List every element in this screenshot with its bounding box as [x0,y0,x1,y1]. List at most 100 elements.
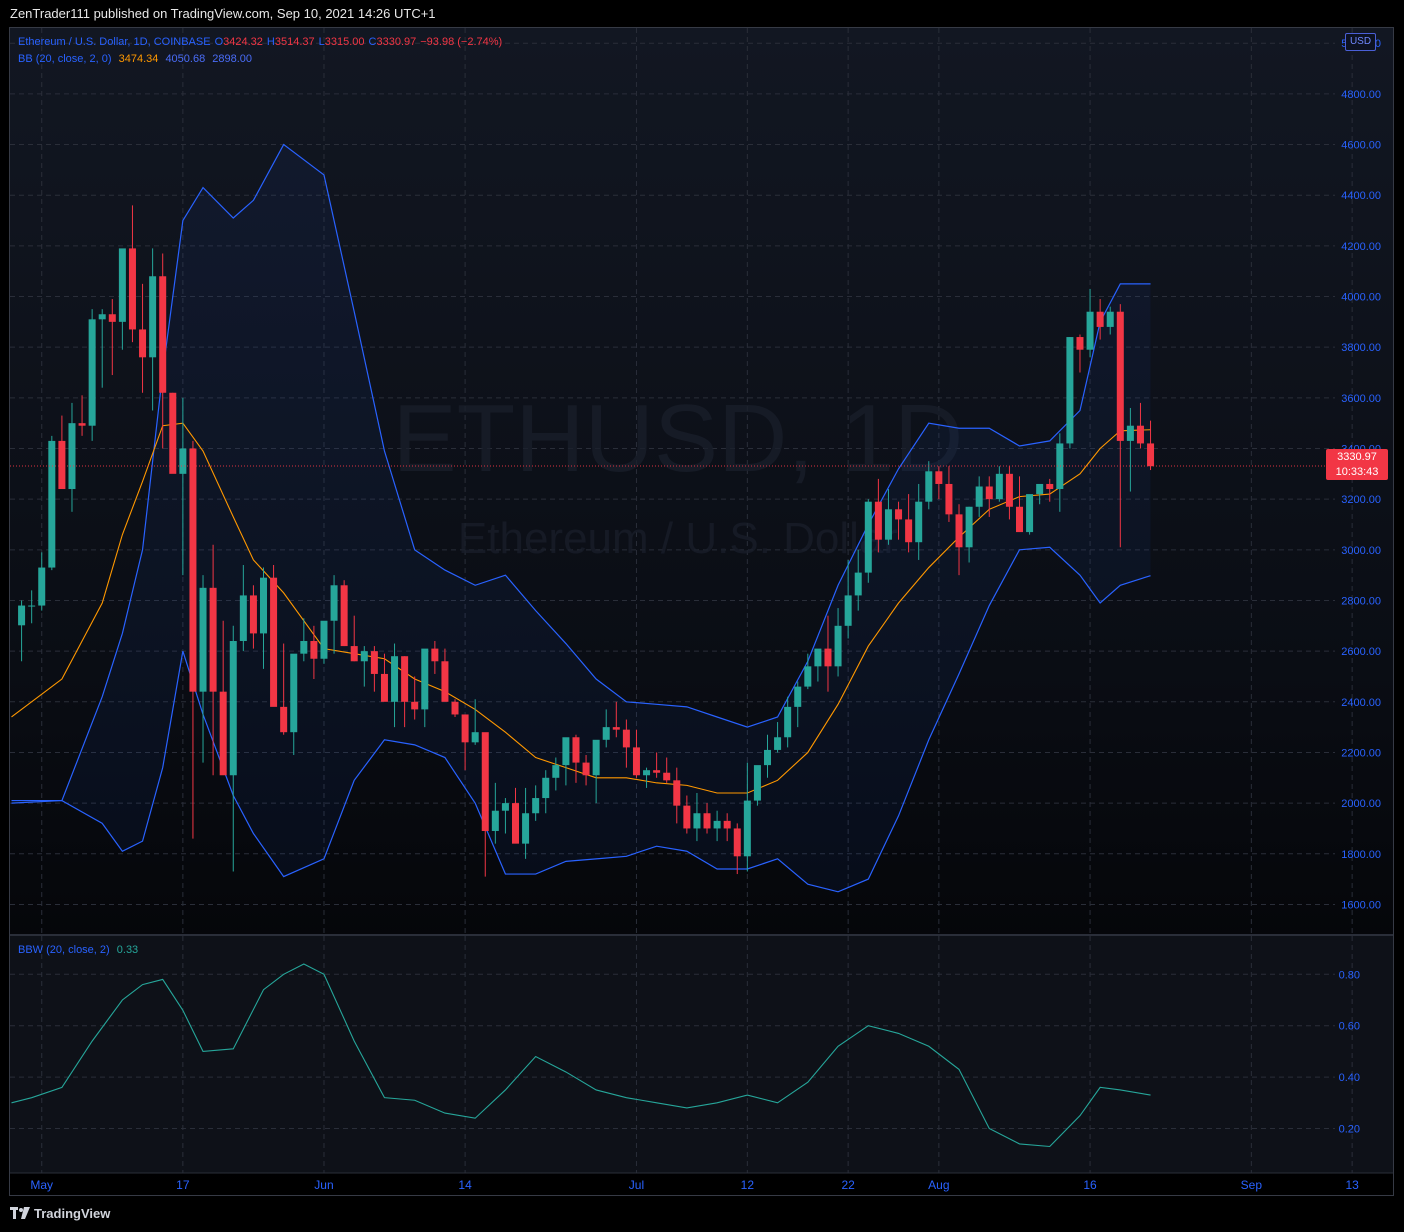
candle [1046,478,1054,502]
candle-body [421,648,429,710]
published-text: ZenTrader111 published on TradingView.co… [10,6,436,21]
price-tick-label: 2600.00 [1341,646,1381,658]
candle [965,506,973,563]
candle [209,544,217,776]
candle [290,653,298,755]
bb-legend[interactable]: BB (20, close, 2, 0) 3474.34 4050.68 289… [18,53,256,65]
candle [774,722,782,753]
time-tick-label: 22 [841,1178,855,1192]
open-value: 3424.32 [223,36,263,48]
candle-body [925,471,933,502]
candle-body [189,448,197,692]
candle-body [1116,311,1124,441]
candle-body [794,686,802,707]
candle [743,762,751,872]
bbw-tick-label: 0.60 [1339,1021,1360,1033]
candle-body [290,653,298,733]
candle-body [804,666,812,687]
candle-body [491,810,499,831]
candle-body [48,440,56,568]
symbol-legend[interactable]: Ethereum / U.S. Dollar, 1D, COINBASE O342… [18,36,506,48]
candle-body [814,648,822,667]
candle [350,615,358,662]
candle-body [441,661,449,702]
candle-body [229,641,237,776]
candle [431,641,439,674]
price-tick-label: 4400.00 [1341,190,1381,202]
candle-body [764,749,771,766]
watermark-name: Ethereum / U.S. Dollar [458,514,898,563]
candle-body [895,509,903,520]
candle-body [955,514,963,548]
candle [622,719,630,768]
candle [582,754,590,786]
candle-body [209,587,217,692]
candle [249,585,257,649]
candle-body [592,739,600,776]
candle [491,782,499,844]
time-tick-label: 16 [1083,1178,1097,1192]
candle [28,590,36,624]
candle-body [149,276,157,358]
candle [1096,299,1104,340]
bb-label: BB (20, close, 2, 0) [18,53,112,65]
publisher-header: ZenTrader111 published on TradingView.co… [0,0,1404,28]
candle-body [108,314,116,322]
axes: 1600.00 1800.00 2000.00 2200.00 2400.00 2600.… [30,38,1381,1192]
candle-body [1076,337,1084,350]
price-tick-label: 4200.00 [1341,241,1381,253]
watermark-symbol: ETHUSD, 1D [393,385,964,492]
candle-body [995,473,1003,500]
chart-canvas[interactable]: ETHUSD, 1D Ethereum / U.S. Dollar 1600.0… [10,28,1394,1196]
price-change: −93.98 (−2.74%) [420,36,503,48]
candle-body [945,483,953,515]
candle-body [713,820,721,829]
candle [441,648,449,702]
candle-body [219,691,227,776]
candle-body [653,770,661,773]
bbw-legend[interactable]: BBW (20, close, 2) 0.33 [18,944,142,956]
candle [239,565,247,652]
time-tick-label: 13 [1345,1178,1359,1192]
candle-body [632,747,640,776]
tradingview-footer[interactable]: TradingView [10,1206,110,1221]
time-tick-label: Sep [1241,1178,1263,1192]
candle-body [562,737,570,766]
candle [501,798,509,834]
candle [643,767,651,788]
chart-frame[interactable]: ETHUSD, 1D Ethereum / U.S. Dollar 1600.0… [9,27,1394,1196]
candle [411,676,419,720]
price-tick-label: 3800.00 [1341,342,1381,354]
candle [421,648,429,728]
candle-body [481,732,489,831]
candle-body [199,587,207,692]
candle [78,395,86,436]
candle [189,440,197,839]
candle-body [38,567,46,606]
candle [764,734,771,778]
bb-upper-value: 4050.68 [165,53,206,65]
candle [915,483,923,560]
candle-body [380,673,388,702]
candle-body [572,737,580,763]
currency-button[interactable]: USD [1345,33,1376,51]
candle [260,567,267,669]
candle-body [612,727,620,730]
candle [300,618,308,662]
candle [229,625,237,872]
candle-body [874,501,882,540]
last-price-value: 3330.97 [1337,451,1377,463]
candle-body [391,656,399,702]
price-tick-label: 4000.00 [1341,292,1381,304]
candle-body [249,595,257,634]
candle [683,795,691,834]
candle [512,787,519,844]
candle-body [884,509,892,540]
grid-lines [10,28,1393,1174]
low-value: 3315.00 [324,36,365,48]
bbw-tick-label: 0.40 [1339,1072,1360,1084]
candle-body [854,572,862,596]
candle-body [300,641,308,654]
candle-body [774,737,782,750]
bbw-pane [11,963,1151,1148]
